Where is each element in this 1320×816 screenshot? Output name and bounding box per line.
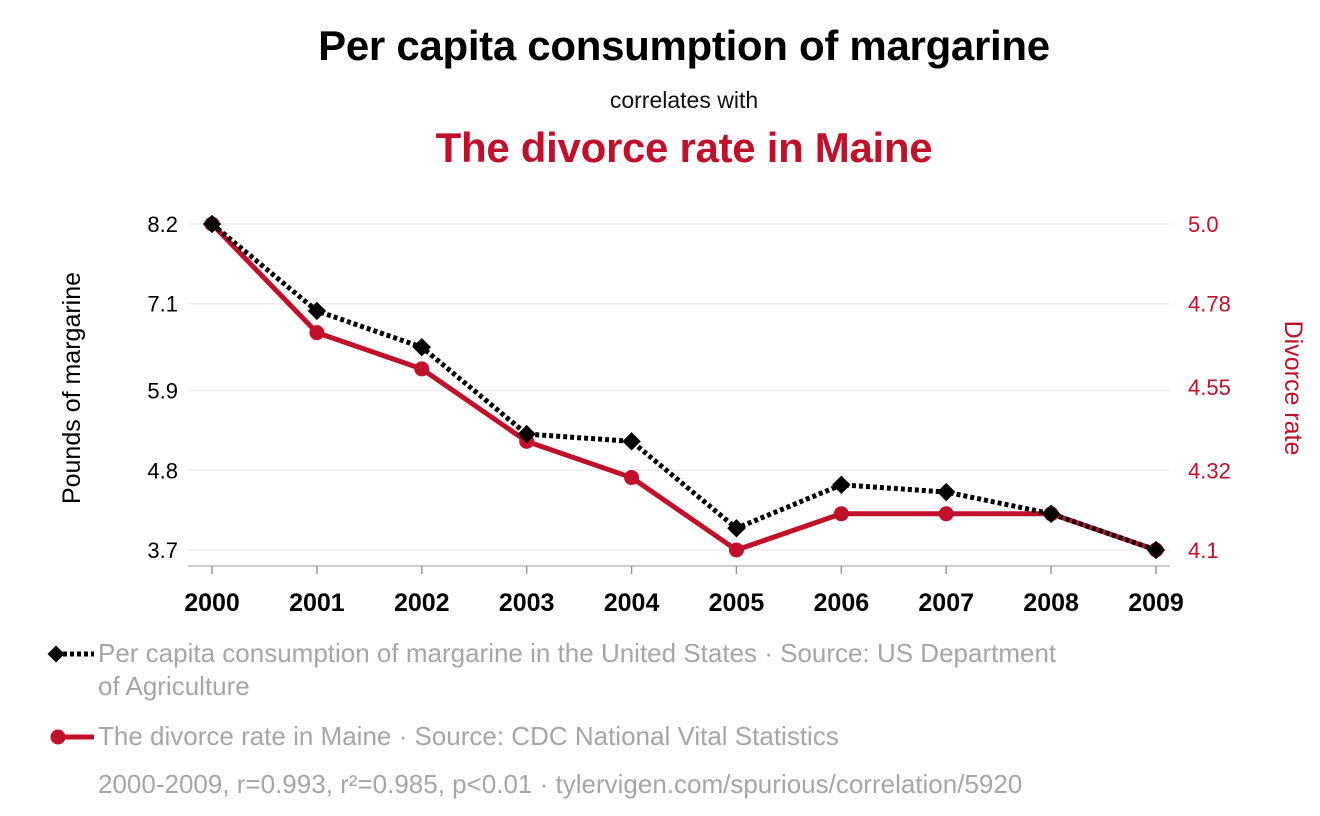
margarine-point	[622, 432, 641, 451]
chart-subtitle: correlates with	[609, 87, 759, 113]
x-tick-label: 2000	[184, 589, 240, 617]
legend-item-divorce: The divorce rate in Maine · Source: CDC …	[46, 720, 1146, 756]
x-tick-label: 2008	[1023, 589, 1079, 617]
series-lines	[202, 214, 1166, 560]
legend-label-divorce: The divorce rate in Maine · Source: CDC …	[98, 721, 839, 751]
x-tick-label: 2001	[289, 589, 345, 617]
left-tick-label: 5.9	[147, 379, 178, 404]
right-tick-label: 4.78	[1188, 292, 1231, 317]
line-chart: 8.27.15.94.83.7 5.04.784.554.324.1 2000 2…	[58, 212, 1307, 617]
legend-item-margarine: Per capita consumption of margarine in t…	[46, 637, 1146, 707]
left-tick-label: 3.7	[147, 538, 178, 563]
divorce-rate-point	[938, 506, 954, 522]
margarine-point	[937, 482, 956, 502]
margarine-point	[517, 424, 536, 444]
footnote: 2000-2009, r=0.993, r²=0.985, p<0.01 · t…	[98, 769, 1023, 799]
legend-label-margarine: Per capita consumption of margarine in t…	[98, 638, 1057, 701]
right-axis-ticks: 5.0 4.78 4.55 4.32 4.1	[1188, 212, 1231, 563]
divorce-rate-line	[210, 222, 1157, 553]
x-tick-label: 2005	[709, 589, 765, 617]
left-tick-label: 4.8	[147, 458, 178, 483]
x-tick-label: 2006	[814, 589, 870, 617]
chart-title-secondary: The divorce rate in Maine	[435, 124, 933, 171]
margarine-point	[307, 301, 327, 321]
right-tick-label: 4.55	[1188, 375, 1231, 400]
margarine-point	[727, 519, 746, 538]
grid-lines	[188, 223, 1170, 551]
legend-circle-line-icon	[50, 729, 94, 745]
right-axis-label: Divorce rate	[1279, 321, 1307, 456]
margarine-line	[210, 222, 1157, 553]
x-tick-label: 2003	[499, 589, 555, 617]
margarine-point	[412, 337, 431, 357]
chart-title: Per capita consumption of margarine	[318, 22, 1050, 69]
margarine-point	[1041, 504, 1061, 523]
divorce-rate-point	[414, 361, 430, 377]
left-axis-ticks: 8.2 7.1 5.9 4.8 3.7	[147, 212, 178, 563]
x-tick-label: 2007	[918, 589, 974, 617]
divorce-rate-point	[833, 506, 849, 522]
left-tick-label: 7.1	[147, 292, 178, 317]
divorce-rate-point	[309, 325, 325, 341]
divorce-rate-point	[624, 470, 640, 486]
margarine-point	[1146, 540, 1166, 560]
left-axis-label: Pounds of margarine	[58, 272, 86, 504]
divorce-rate-point	[728, 542, 744, 558]
margarine-point	[202, 214, 222, 234]
legend-diamond-dotted-icon	[47, 645, 94, 663]
right-tick-label: 4.32	[1188, 458, 1231, 483]
x-tick-label: 2009	[1128, 589, 1184, 617]
right-tick-label: 4.1	[1188, 538, 1219, 563]
margarine-point	[832, 475, 851, 494]
right-tick-label: 5.0	[1188, 212, 1219, 237]
x-tick-label: 2004	[604, 589, 660, 617]
x-axis: 2000 2001 2002 2003 2004 2005 2006 2007 2008 2009	[184, 565, 1184, 617]
x-tick-label: 2002	[394, 589, 450, 617]
left-tick-label: 8.2	[147, 212, 178, 237]
